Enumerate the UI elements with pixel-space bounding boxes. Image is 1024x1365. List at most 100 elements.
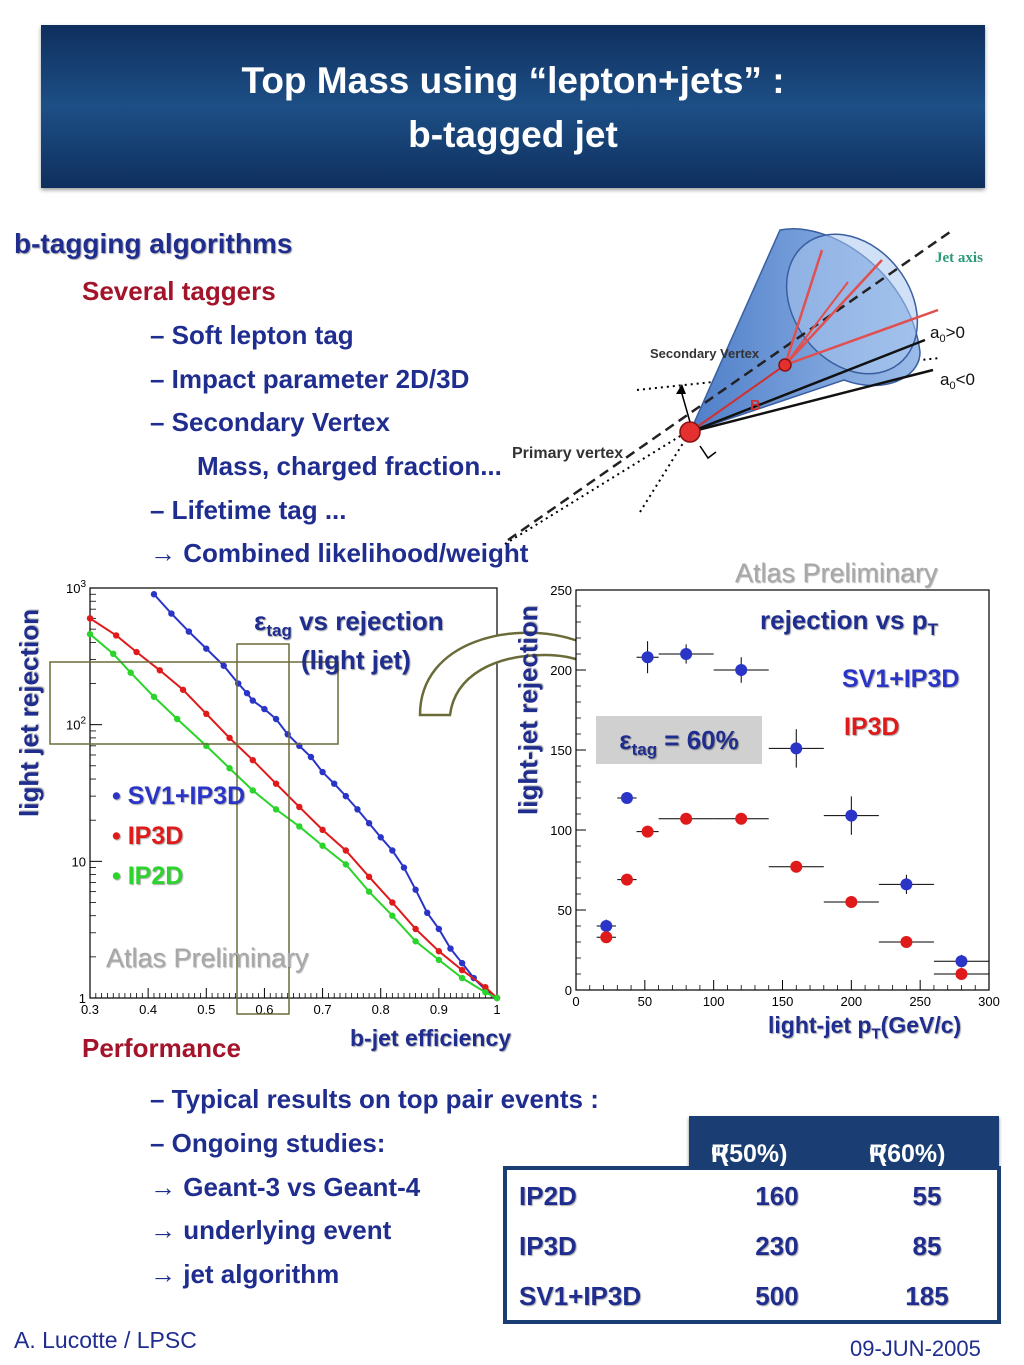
data-point bbox=[249, 756, 256, 764]
data-point bbox=[435, 948, 443, 955]
b-label: B bbox=[750, 397, 761, 414]
x-tick-label: 100 bbox=[703, 994, 725, 1009]
data-point bbox=[458, 959, 466, 967]
page-title-line1: Top Mass using “lepton+jets” : bbox=[241, 60, 785, 101]
left-chart-xlabel: b-jet efficiency bbox=[350, 1025, 512, 1051]
x-tick-label: 0.9 bbox=[430, 1002, 448, 1017]
rejection-vs-pt-chart: 0 50 100 150 200 250 300 0 50 100 150 200 250 bbox=[550, 583, 1000, 1009]
right-chart-ylabel: light-jet rejection bbox=[513, 605, 543, 815]
data-point bbox=[955, 968, 968, 980]
x-tick-label: 0.7 bbox=[314, 1002, 332, 1017]
right-chart-frame bbox=[575, 589, 990, 991]
data-point bbox=[185, 628, 193, 635]
data-point bbox=[435, 956, 443, 964]
right-chart-watermark: Atlas Preliminary bbox=[735, 558, 938, 588]
dotted-line-lower bbox=[504, 429, 691, 545]
y-tick-label: 100 bbox=[550, 823, 572, 838]
track-a0-positive bbox=[689, 338, 926, 434]
data-point bbox=[307, 753, 315, 761]
x-tick-label: 0 bbox=[572, 994, 579, 1009]
section-heading: b-tagging algorithms bbox=[14, 228, 293, 259]
x-tick-label: 200 bbox=[840, 994, 862, 1009]
data-point bbox=[620, 792, 633, 804]
data-point bbox=[680, 812, 693, 825]
primary-vertex-dot bbox=[679, 421, 701, 443]
x-tick-label: 1 bbox=[493, 1002, 500, 1017]
data-point bbox=[389, 899, 396, 906]
data-point bbox=[156, 667, 163, 674]
data-point bbox=[493, 994, 501, 1002]
data-point bbox=[412, 886, 419, 893]
data-point bbox=[955, 955, 968, 968]
footer-author: A. Lucotte / LPSC bbox=[14, 1327, 197, 1353]
jet-axis-label: Jet axis bbox=[935, 250, 983, 266]
data-point bbox=[790, 860, 803, 873]
x-tick-label: 50 bbox=[638, 994, 652, 1009]
table-body: IP2D 160 55 IP3D 230 85 SV1+IP3D 500 185 bbox=[503, 1166, 1001, 1324]
right-chart-xlabel: light-jet pT(GeV/c) bbox=[768, 1012, 962, 1043]
subheading-several-taggers: Several taggers bbox=[82, 276, 276, 306]
data-point bbox=[179, 686, 187, 693]
data-point bbox=[127, 669, 134, 676]
data-point bbox=[296, 803, 303, 811]
data-point bbox=[845, 809, 858, 822]
data-point bbox=[435, 925, 443, 933]
cone-opening bbox=[785, 233, 919, 375]
a0-negative-label: a0<0 bbox=[940, 370, 975, 392]
data-point bbox=[249, 787, 256, 794]
left-chart-ylabel: light jet rejection bbox=[14, 608, 44, 817]
data-point bbox=[272, 780, 280, 787]
footer-date: 09-JUN-2005 bbox=[850, 1336, 981, 1361]
title-banner bbox=[41, 25, 985, 188]
right-legend-ip3d: IP3D bbox=[844, 713, 900, 741]
b-flight-line bbox=[689, 364, 786, 433]
data-point bbox=[790, 742, 803, 755]
data-point bbox=[319, 826, 326, 834]
data-point bbox=[447, 945, 454, 952]
data-point bbox=[600, 931, 613, 944]
track-a0-negative bbox=[689, 368, 934, 434]
a0-positive-label: a0>0 bbox=[930, 323, 965, 345]
y-tick-label: 150 bbox=[550, 743, 572, 758]
data-point bbox=[458, 974, 466, 982]
jet-cone-diagram: Jet axis Secondary Vertex Primary vertex… bbox=[504, 228, 983, 545]
data-point bbox=[226, 734, 233, 742]
data-point bbox=[458, 966, 466, 974]
right-chart-title: rejection vs pT bbox=[760, 605, 939, 640]
data-point bbox=[641, 651, 654, 664]
perf-underlying-event: → underlying event bbox=[150, 1215, 392, 1245]
table-row: IP2D 160 55 bbox=[519, 1181, 942, 1211]
x-tick-label: 0.5 bbox=[197, 1002, 215, 1017]
y-tick-label: 103 bbox=[66, 579, 86, 596]
right-legend-sv1-ip3d: SV1+IP3D bbox=[842, 665, 960, 693]
data-point bbox=[261, 705, 268, 713]
data-point bbox=[272, 715, 280, 723]
data-point bbox=[133, 648, 140, 656]
data-point bbox=[680, 648, 693, 660]
data-point bbox=[249, 697, 256, 704]
jet-axis-line bbox=[507, 230, 951, 542]
primary-vertex-label: Primary vertex bbox=[512, 445, 623, 462]
data-point bbox=[150, 693, 158, 700]
bullet-impact-parameter: – Impact parameter 2D/3D bbox=[150, 364, 470, 394]
table-row: IP3D 230 85 bbox=[519, 1231, 942, 1261]
eps-tag-callout: εtag = 60% bbox=[596, 716, 762, 764]
data-point bbox=[412, 938, 419, 945]
data-point bbox=[174, 715, 181, 723]
data-point bbox=[220, 662, 227, 669]
x-tick-label: 0.3 bbox=[81, 1002, 99, 1017]
data-point bbox=[389, 912, 396, 919]
data-point bbox=[342, 847, 350, 854]
data-point bbox=[296, 823, 303, 830]
data-point bbox=[150, 591, 158, 598]
data-point bbox=[342, 861, 350, 868]
bullet-lifetime-tag: – Lifetime tag ... bbox=[150, 495, 347, 525]
data-point bbox=[424, 909, 431, 917]
y-tick-label: 102 bbox=[66, 716, 86, 733]
left-chart-frame bbox=[89, 587, 498, 999]
bullet-secondary-vertex: – Secondary Vertex bbox=[150, 407, 390, 437]
bullet-mass-charged: Mass, charged fraction... bbox=[197, 451, 502, 481]
